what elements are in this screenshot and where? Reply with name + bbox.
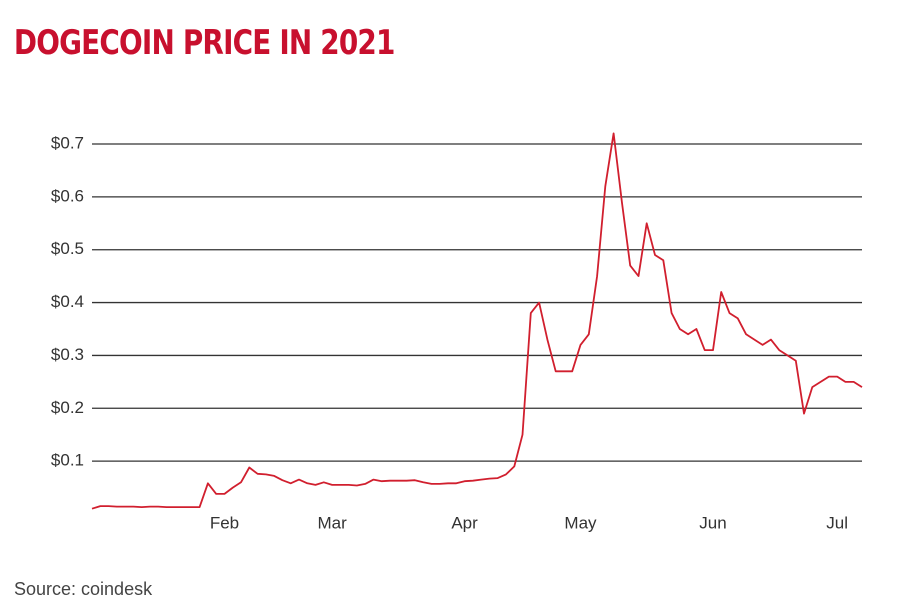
source-note: Source: coindesk	[14, 579, 153, 599]
x-tick-label: Apr	[451, 513, 478, 532]
y-tick-label: $0.6	[51, 186, 84, 205]
chart-title: DOGECOIN PRICE IN 2021	[14, 23, 395, 62]
x-tick-label: Feb	[210, 513, 239, 532]
y-tick-label: $0.1	[51, 451, 84, 470]
x-tick-label: May	[564, 513, 597, 532]
price-line	[91, 132, 863, 510]
y-tick-label: $0.7	[51, 133, 84, 152]
y-tick-label: $0.3	[51, 345, 84, 364]
y-tick-label: $0.4	[51, 292, 84, 311]
y-tick-label: $0.5	[51, 239, 84, 258]
x-tick-label: Jul	[826, 513, 848, 532]
y-tick-label: $0.2	[51, 398, 84, 417]
x-tick-label: Mar	[317, 513, 347, 532]
x-tick-label: Jun	[699, 513, 726, 532]
